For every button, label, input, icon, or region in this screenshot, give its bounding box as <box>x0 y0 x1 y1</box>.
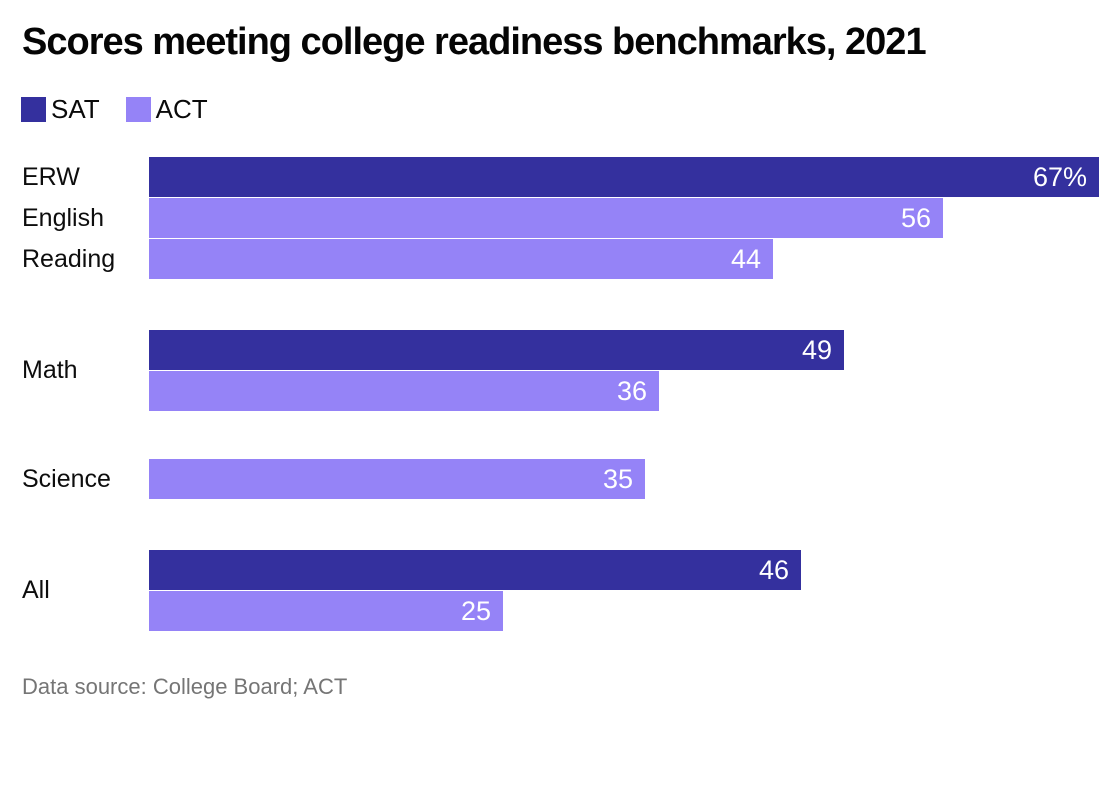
category-label-erw: ERW <box>22 163 80 191</box>
bar-all-sat: 46 <box>149 550 801 590</box>
category-label-english: English <box>22 204 104 232</box>
legend: SAT ACT <box>21 94 208 124</box>
legend-label-act: ACT <box>155 94 208 124</box>
bar-value-label: 36 <box>616 376 647 406</box>
chart-title: Scores meeting college readiness benchma… <box>22 21 927 63</box>
bar-all-act: 25 <box>149 591 503 631</box>
bar-english-act: 56 <box>149 198 943 238</box>
bar-value-label: 67% <box>1032 162 1087 192</box>
bar-value-label: 46 <box>758 555 789 585</box>
legend-item-act: ACT <box>125 94 208 124</box>
bar-value-label: 35 <box>602 464 633 494</box>
bar-science-act: 35 <box>149 459 645 499</box>
bar-math-sat: 49 <box>149 330 844 370</box>
legend-label-sat: SAT <box>51 94 100 124</box>
bar-value-label: 56 <box>900 203 931 233</box>
data-source: Data source: College Board; ACT <box>22 674 348 699</box>
category-label-math: Math <box>22 356 78 384</box>
category-label-science: Science <box>22 465 111 493</box>
bar-erw-sat: 67% <box>149 157 1099 197</box>
bar-value-label: 44 <box>730 244 761 274</box>
bar-reading-act: 44 <box>149 239 773 279</box>
legend-swatch-act <box>125 97 151 122</box>
category-label-all: All <box>22 576 50 604</box>
bar-value-label: 49 <box>801 335 832 365</box>
legend-item-sat: SAT <box>21 94 100 124</box>
bar-math-act: 36 <box>149 371 659 411</box>
legend-swatch-sat <box>21 97 46 122</box>
category-label-reading: Reading <box>22 245 116 273</box>
bar-value-label: 25 <box>460 596 491 626</box>
